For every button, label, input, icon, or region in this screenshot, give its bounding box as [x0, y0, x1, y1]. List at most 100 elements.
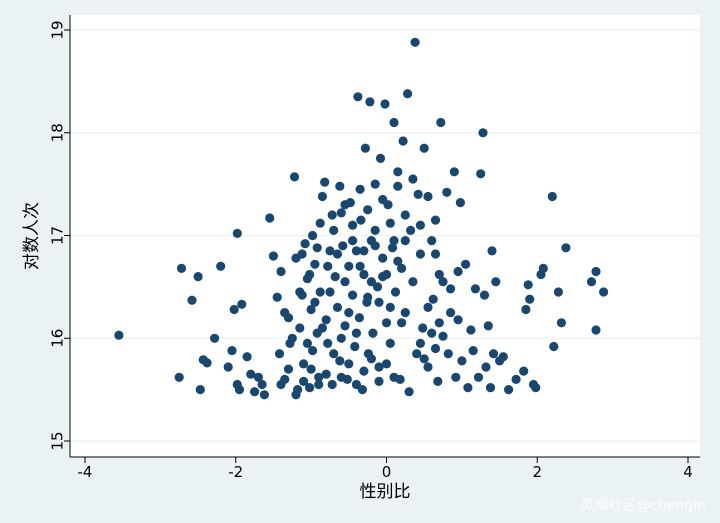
data-point	[398, 136, 408, 146]
data-point	[470, 284, 480, 294]
data-point	[234, 385, 245, 395]
data-point	[457, 356, 467, 366]
data-point	[305, 383, 315, 393]
data-point	[427, 236, 437, 246]
data-point	[332, 249, 343, 259]
data-point	[372, 282, 383, 292]
data-point	[330, 272, 340, 282]
x-tick-label: 4	[683, 463, 693, 481]
data-point	[443, 349, 453, 359]
data-point	[519, 366, 529, 376]
data-point	[375, 153, 386, 163]
data-point	[340, 200, 350, 210]
data-point	[556, 318, 567, 328]
data-point	[348, 290, 358, 300]
data-point	[453, 315, 463, 325]
data-point	[370, 179, 380, 189]
data-point	[408, 277, 418, 287]
data-point	[380, 99, 390, 109]
data-point	[374, 297, 384, 307]
data-point	[329, 349, 339, 359]
data-point	[387, 243, 398, 253]
data-point	[547, 191, 557, 202]
data-point	[268, 251, 278, 261]
data-point	[265, 213, 275, 223]
data-point	[591, 325, 601, 335]
data-point	[295, 287, 305, 297]
data-point	[317, 191, 327, 202]
data-point	[498, 352, 508, 362]
data-point	[253, 372, 263, 382]
data-point	[187, 295, 197, 305]
data-point	[315, 287, 325, 297]
data-point	[549, 341, 559, 352]
data-point	[359, 246, 369, 256]
data-point	[381, 269, 392, 280]
data-point	[434, 318, 444, 328]
data-point	[553, 287, 564, 297]
data-point	[390, 287, 401, 297]
data-point	[366, 277, 376, 287]
data-point	[521, 304, 531, 315]
data-point	[338, 241, 348, 251]
data-point	[586, 277, 597, 287]
data-point	[351, 379, 361, 390]
data-point	[446, 308, 456, 318]
data-point	[300, 239, 310, 249]
data-point	[385, 338, 395, 348]
y-tick-label: 16	[49, 329, 67, 348]
data-point	[359, 366, 369, 376]
data-point	[305, 269, 315, 280]
data-point	[348, 236, 358, 246]
data-point	[351, 328, 361, 338]
data-point	[591, 266, 601, 277]
data-point	[327, 210, 337, 220]
gridlines	[70, 29, 700, 442]
data-point	[419, 354, 429, 364]
data-point	[404, 387, 414, 397]
data-point	[403, 89, 413, 99]
data-point	[314, 379, 324, 390]
data-point	[370, 225, 380, 235]
data-point	[320, 177, 330, 187]
y-tick-label: 19	[49, 20, 67, 39]
data-point	[329, 225, 339, 235]
data-point	[295, 323, 305, 333]
data-point	[323, 338, 333, 348]
x-axis-title: 性别比	[360, 482, 411, 502]
data-point	[174, 372, 184, 382]
data-point	[374, 362, 384, 372]
data-point	[355, 261, 365, 271]
data-point	[451, 372, 461, 382]
y-axis-title: 对数人次	[22, 202, 42, 270]
data-point	[415, 220, 425, 230]
data-point	[385, 218, 395, 228]
data-point	[363, 292, 373, 302]
data-point	[415, 338, 425, 348]
data-point	[335, 356, 345, 366]
data-point	[351, 246, 361, 256]
data-point	[455, 198, 465, 208]
x-tick-label: -2	[228, 463, 243, 481]
axes: 15 16 17 18 19 -4 -2 0 2 4	[49, 15, 700, 481]
data-point	[336, 208, 346, 218]
data-point	[400, 308, 410, 318]
data-point	[427, 328, 437, 338]
data-point	[360, 143, 370, 153]
data-point	[335, 181, 345, 191]
data-point	[297, 249, 307, 259]
data-point	[389, 117, 399, 128]
data-point	[463, 383, 473, 393]
data-point	[438, 331, 448, 341]
data-point	[473, 372, 484, 382]
data-point	[479, 290, 490, 300]
data-point	[531, 383, 541, 393]
data-point	[430, 215, 441, 225]
data-point	[423, 191, 433, 202]
data-point	[538, 263, 548, 273]
data-point	[368, 328, 378, 338]
y-tick-label: 18	[49, 123, 67, 142]
data-point	[523, 280, 533, 290]
data-point	[306, 364, 316, 374]
